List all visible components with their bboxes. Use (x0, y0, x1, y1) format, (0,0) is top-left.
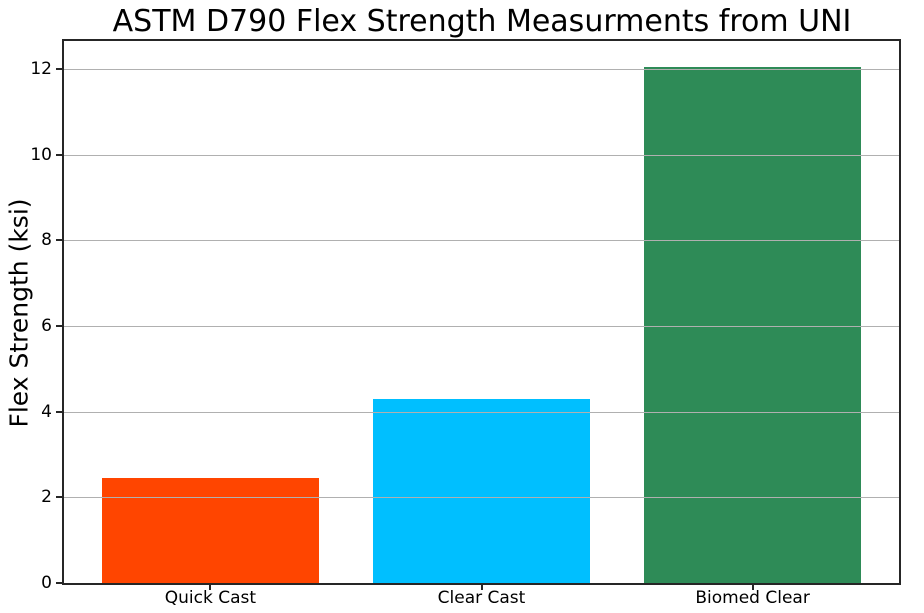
x-tick-mark-3 (751, 585, 754, 590)
gridline-y-4 (64, 411, 899, 413)
gridline-y-2 (64, 497, 899, 499)
y-tick-mark-2 (56, 496, 62, 499)
gridline-y-12 (64, 68, 899, 70)
bar-clear-cast (373, 398, 590, 583)
x-tick-label-clear-cast: Clear Cast (437, 588, 526, 608)
y-tick-mark-4 (56, 410, 62, 413)
x-tick-label-biomed-clear: Biomed Clear (695, 588, 810, 608)
y-tick-mark-12 (56, 67, 62, 70)
y-tick-label-2: 2 (41, 487, 52, 508)
y-tick-mark-0 (56, 582, 62, 584)
plot-area (62, 39, 901, 585)
y-tick-mark-8 (56, 239, 62, 242)
y-tick-label-10: 10 (30, 144, 52, 165)
y-tick-mark-6 (56, 324, 62, 327)
gridline-y-10 (64, 154, 899, 156)
y-tick-label-4: 4 (41, 401, 52, 422)
y-tick-label-6: 6 (41, 315, 52, 336)
x-tick-mark-1 (209, 585, 212, 590)
y-tick-label-0: 0 (41, 573, 52, 593)
y-tick-mark-10 (56, 153, 62, 156)
x-tick-mark-2 (480, 585, 483, 590)
y-tick-label-8: 8 (41, 230, 52, 251)
x-tick-label-quick-cast: Quick Cast (164, 588, 257, 608)
bar-biomed-clear (644, 66, 862, 583)
gridline-y-6 (64, 325, 899, 327)
chart-title: ASTM D790 Flex Strength Measurments from… (112, 4, 852, 39)
y-tick-label-12: 12 (30, 58, 52, 79)
gridline-y-8 (64, 240, 899, 242)
bar-quick-cast (101, 478, 319, 583)
